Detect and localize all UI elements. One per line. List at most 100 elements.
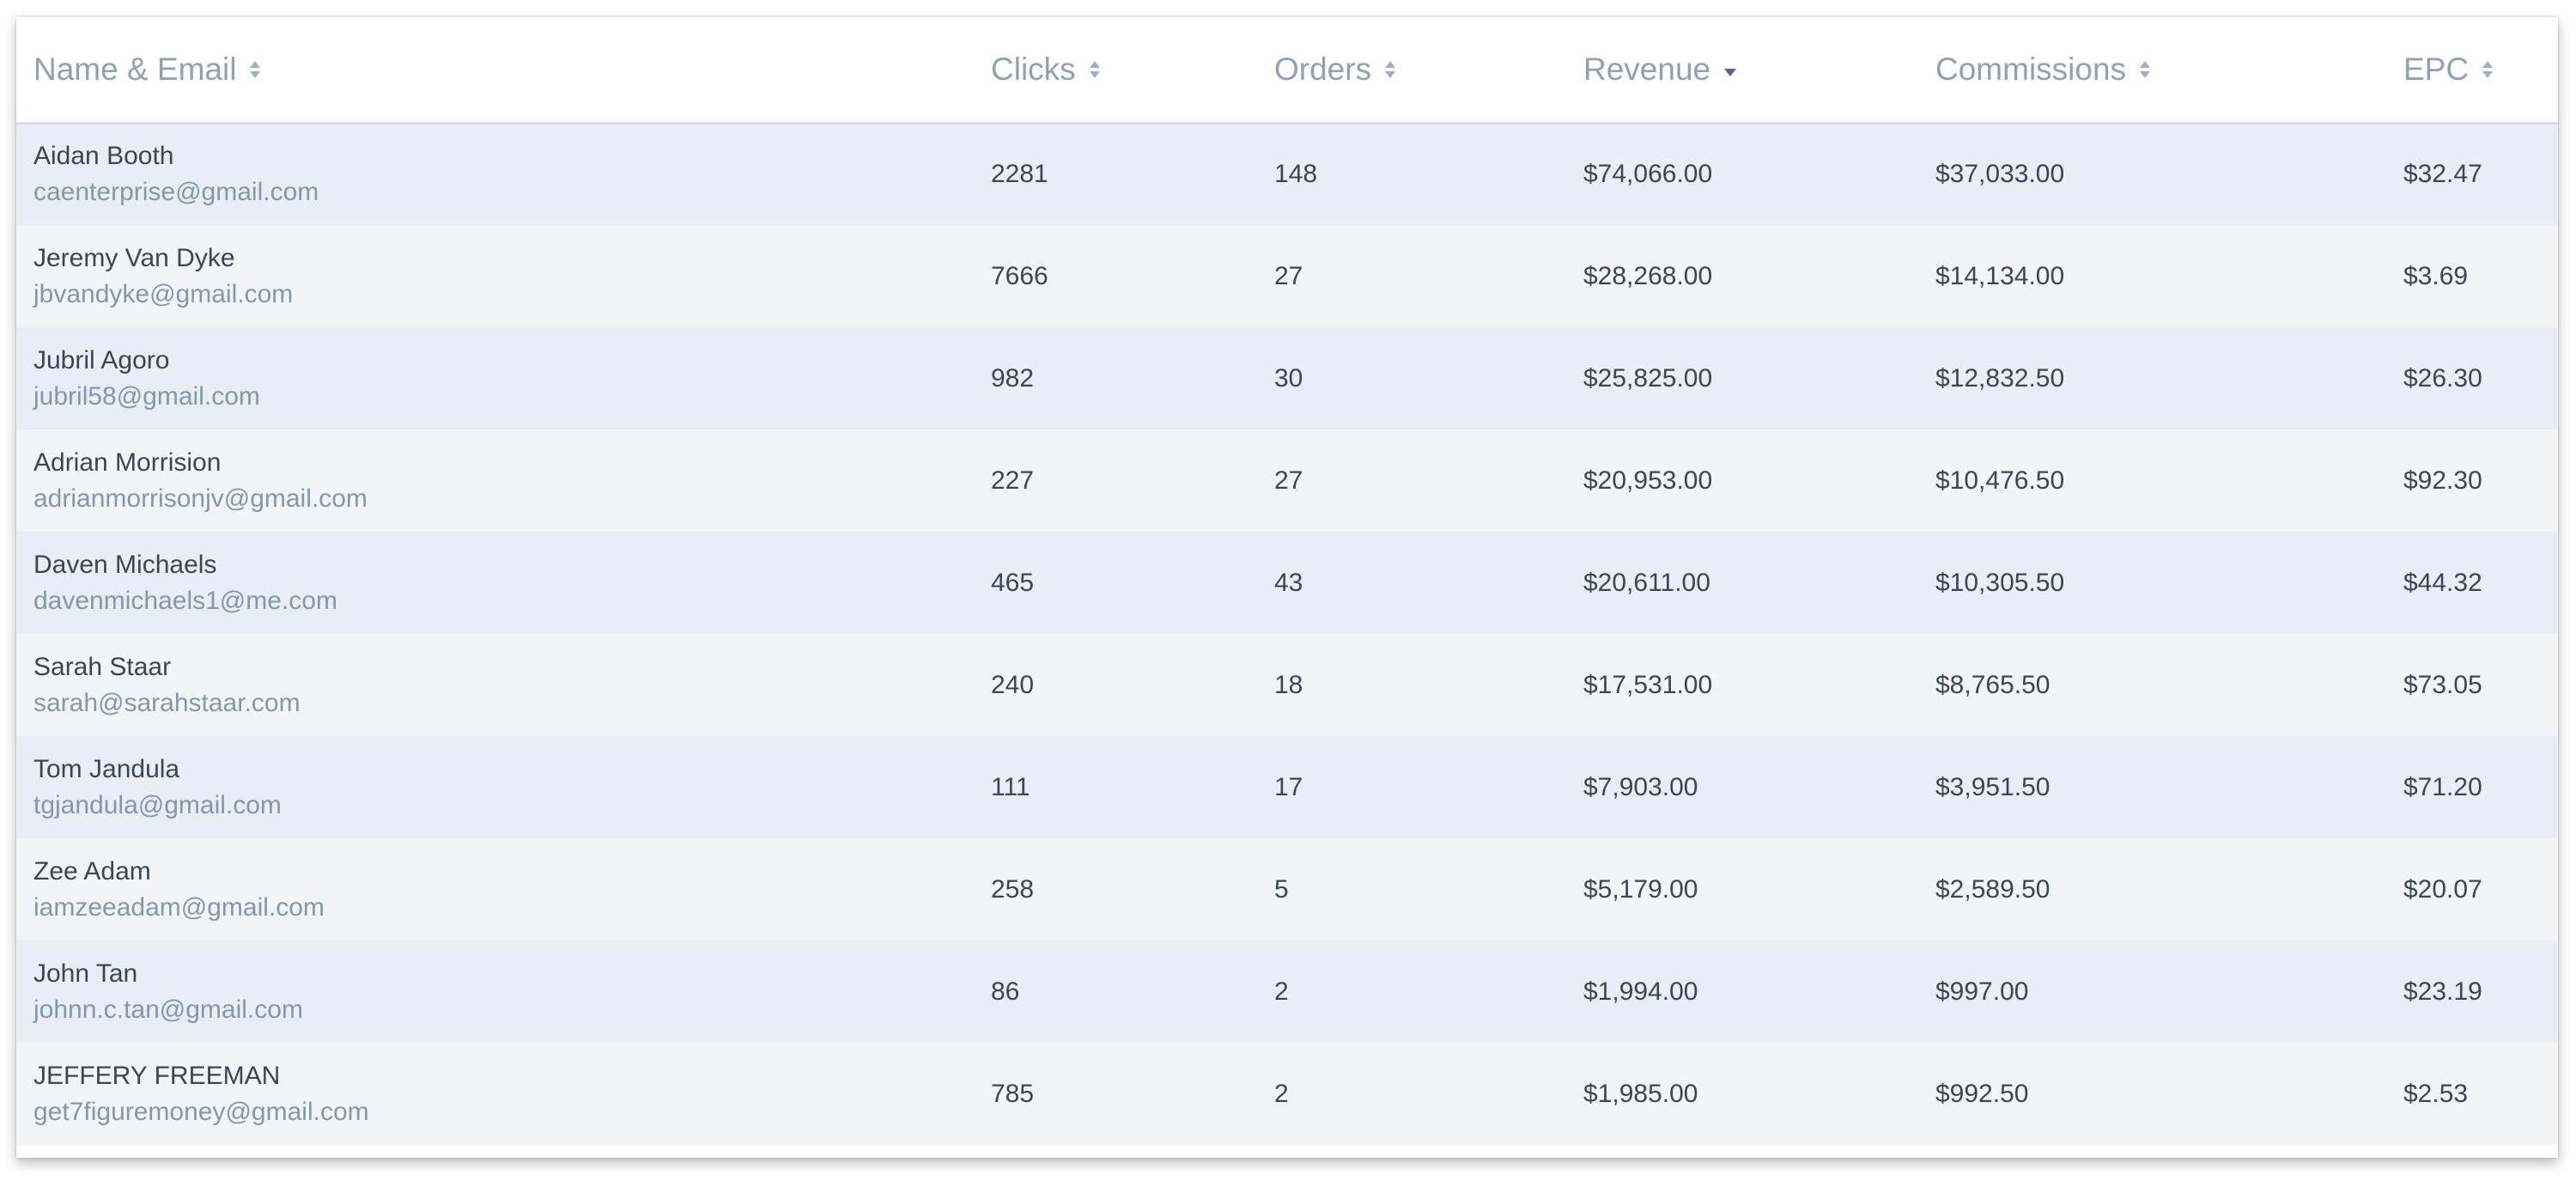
commissions-cell: $10,305.50 xyxy=(1935,568,2065,597)
affiliate-email: sarah@sarahstaar.com xyxy=(33,688,301,717)
name-email-cell: Daven Michaels davenmichaels1@me.com xyxy=(16,532,991,634)
name-email-cell: Sarah Staar sarah@sarahstaar.com xyxy=(16,634,991,736)
affiliate-name: Jeremy Van Dyke xyxy=(33,243,235,272)
revenue-cell: $5,179.00 xyxy=(1583,874,1698,904)
table-row[interactable]: Daven Michaels davenmichaels1@me.com 465… xyxy=(16,532,2558,634)
revenue-cell: $20,953.00 xyxy=(1583,466,1713,495)
table-row[interactable]: Zee Adam iamzeeadam@gmail.com 258 5 $5,1… xyxy=(16,838,2558,941)
affiliate-name: Adrian Morrision xyxy=(33,447,222,477)
affiliate-name: Jubril Agoro xyxy=(33,345,170,374)
table-row[interactable]: John Tan johnn.c.tan@gmail.com 86 2 $1,9… xyxy=(16,941,2558,1043)
affiliate-leaderboard-card: Name & Email Clicks Orders xyxy=(16,17,2558,1158)
commissions-cell: $12,832.50 xyxy=(1935,363,2065,393)
orders-cell: 17 xyxy=(1274,772,1303,801)
commissions-cell: $14,134.00 xyxy=(1935,261,2065,290)
table-row[interactable]: Jubril Agoro jubril58@gmail.com 982 30 $… xyxy=(16,327,2558,429)
table-row[interactable]: Tom Jandula tgjandula@gmail.com 111 17 $… xyxy=(16,736,2558,838)
clicks-cell: 111 xyxy=(991,772,1030,801)
epc-cell: $23.19 xyxy=(2403,977,2482,1006)
name-email-cell: Zee Adam iamzeeadam@gmail.com xyxy=(16,838,991,941)
clicks-cell: 86 xyxy=(991,977,1020,1006)
sort-icon[interactable] xyxy=(1089,60,1102,79)
clicks-cell: 258 xyxy=(991,874,1035,904)
sort-icon[interactable] xyxy=(1385,60,1397,79)
epc-cell: $20.07 xyxy=(2403,874,2482,904)
commissions-cell: $997.00 xyxy=(1935,977,2029,1006)
table-row[interactable]: Sarah Staar sarah@sarahstaar.com 240 18 … xyxy=(16,634,2558,736)
commissions-cell: $10,476.50 xyxy=(1935,466,2065,495)
sort-icon[interactable] xyxy=(250,60,262,79)
revenue-cell: $1,994.00 xyxy=(1583,977,1698,1006)
commissions-cell: $3,951.50 xyxy=(1935,772,2050,801)
affiliate-email: get7figuremoney@gmail.com xyxy=(33,1097,369,1126)
column-header-label: Name & Email xyxy=(33,51,237,87)
sort-icon[interactable] xyxy=(2140,60,2152,79)
affiliate-email: davenmichaels1@me.com xyxy=(33,586,337,615)
column-header-label: Revenue xyxy=(1583,51,1711,87)
epc-cell: $2.53 xyxy=(2403,1079,2469,1108)
clicks-cell: 240 xyxy=(991,670,1035,699)
column-header-label: Orders xyxy=(1274,51,1372,87)
orders-cell: 2 xyxy=(1274,977,1289,1006)
affiliate-email: tgjandula@gmail.com xyxy=(33,790,282,819)
epc-cell: $32.47 xyxy=(2403,160,2482,189)
affiliate-name: John Tan xyxy=(33,959,138,988)
table-body: Aidan Booth caenterprise@gmail.com 2281 … xyxy=(16,123,2558,1145)
table-row[interactable]: Aidan Booth caenterprise@gmail.com 2281 … xyxy=(16,123,2558,225)
sort-desc-icon[interactable] xyxy=(1724,69,1737,77)
affiliate-email: johnn.c.tan@gmail.com xyxy=(33,995,303,1024)
column-header-name-email[interactable]: Name & Email xyxy=(16,17,991,123)
column-header-revenue[interactable]: Revenue xyxy=(1583,17,1935,123)
affiliate-email: caenterprise@gmail.com xyxy=(33,178,319,207)
table-row[interactable]: JEFFERY FREEMAN get7figuremoney@gmail.co… xyxy=(16,1043,2558,1145)
epc-cell: $3.69 xyxy=(2403,261,2469,290)
affiliate-name: Sarah Staar xyxy=(33,652,172,681)
name-email-cell: Tom Jandula tgjandula@gmail.com xyxy=(16,736,991,838)
column-header-label: Clicks xyxy=(991,51,1076,87)
affiliate-name: JEFFERY FREEMAN xyxy=(33,1061,281,1090)
commissions-cell: $8,765.50 xyxy=(1935,670,2050,699)
header-row: Name & Email Clicks Orders xyxy=(16,17,2558,123)
affiliate-email: jubril58@gmail.com xyxy=(33,381,260,411)
orders-cell: 5 xyxy=(1274,874,1289,904)
revenue-cell: $20,611.00 xyxy=(1583,568,1710,597)
commissions-cell: $992.50 xyxy=(1935,1079,2029,1108)
column-header-orders[interactable]: Orders xyxy=(1274,17,1583,123)
revenue-cell: $28,268.00 xyxy=(1583,261,1713,290)
epc-cell: $92.30 xyxy=(2403,466,2482,495)
clicks-cell: 2281 xyxy=(991,160,1048,189)
epc-cell: $26.30 xyxy=(2403,363,2482,393)
clicks-cell: 465 xyxy=(991,568,1035,597)
column-header-clicks[interactable]: Clicks xyxy=(991,17,1274,123)
orders-cell: 2 xyxy=(1274,1079,1289,1108)
orders-cell: 18 xyxy=(1274,670,1303,699)
affiliate-email: jbvandyke@gmail.com xyxy=(33,279,294,308)
name-email-cell: Aidan Booth caenterprise@gmail.com xyxy=(16,123,991,225)
name-email-cell: Adrian Morrision adrianmorrisonjv@gmail.… xyxy=(16,429,991,532)
orders-cell: 30 xyxy=(1274,363,1303,393)
clicks-cell: 227 xyxy=(991,466,1035,495)
epc-cell: $44.32 xyxy=(2403,568,2482,597)
affiliate-name: Daven Michaels xyxy=(33,550,217,579)
sort-icon[interactable] xyxy=(2482,60,2494,79)
clicks-cell: 785 xyxy=(991,1079,1035,1108)
affiliate-name: Zee Adam xyxy=(33,856,151,886)
orders-cell: 148 xyxy=(1274,160,1318,189)
table-row[interactable]: Adrian Morrision adrianmorrisonjv@gmail.… xyxy=(16,429,2558,532)
column-header-epc[interactable]: EPC xyxy=(2403,17,2558,123)
commissions-cell: $2,589.50 xyxy=(1935,874,2050,904)
table-row[interactable]: Jeremy Van Dyke jbvandyke@gmail.com 7666… xyxy=(16,225,2558,327)
name-email-cell: JEFFERY FREEMAN get7figuremoney@gmail.co… xyxy=(16,1043,991,1145)
column-header-label: Commissions xyxy=(1935,51,2127,87)
clicks-cell: 7666 xyxy=(991,261,1048,290)
orders-cell: 27 xyxy=(1274,466,1303,495)
affiliate-table: Name & Email Clicks Orders xyxy=(16,17,2558,1145)
column-header-commissions[interactable]: Commissions xyxy=(1935,17,2403,123)
orders-cell: 27 xyxy=(1274,261,1303,290)
orders-cell: 43 xyxy=(1274,568,1303,597)
revenue-cell: $7,903.00 xyxy=(1583,772,1698,801)
revenue-cell: $17,531.00 xyxy=(1583,670,1713,699)
name-email-cell: John Tan johnn.c.tan@gmail.com xyxy=(16,941,991,1043)
revenue-cell: $1,985.00 xyxy=(1583,1079,1698,1108)
revenue-cell: $25,825.00 xyxy=(1583,363,1713,393)
